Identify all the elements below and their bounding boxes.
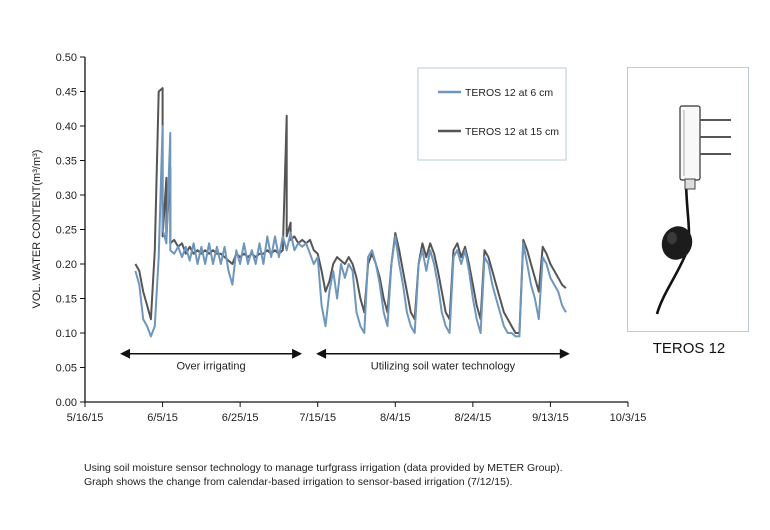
caption-line-1: Using soil moisture sensor technology to…	[84, 462, 563, 474]
y-tick-label: 0.30	[56, 190, 77, 202]
y-tick-label: 0.35	[56, 156, 77, 168]
y-tick-label: 0.40	[56, 121, 77, 133]
series-line-0	[134, 125, 567, 338]
annotation-label: Over irrigating	[177, 361, 246, 373]
x-tick-label: 5/16/15	[67, 412, 104, 424]
annotation-arrow-head-left	[120, 348, 131, 359]
annotation-arrow-head-right	[292, 348, 303, 359]
y-tick-label: 0.20	[56, 259, 77, 271]
legend-label-15cm: TEROS 12 at 15 cm	[465, 126, 559, 138]
sensor-image-panel	[627, 67, 749, 332]
figure-caption: Using soil moisture sensor technology to…	[84, 461, 744, 489]
annotation-arrow-head-right	[559, 348, 570, 359]
x-tick-label: 6/5/15	[147, 412, 178, 424]
legend: TEROS 12 at 6 cm TEROS 12 at 15 cm	[417, 67, 567, 161]
soil-moisture-sensor-icon	[655, 105, 731, 315]
annotation-arrow-head-left	[316, 348, 327, 359]
y-axis-label: VOL. WATER CONTENT(m³/m³)	[31, 150, 43, 309]
x-tick-label: 8/24/15	[455, 412, 492, 424]
y-tick-label: 0.00	[56, 397, 77, 409]
y-tick-label: 0.45	[56, 87, 77, 99]
x-tick-label: 7/15/15	[299, 412, 336, 424]
y-tick-label: 0.25	[56, 225, 77, 237]
legend-label-6cm: TEROS 12 at 6 cm	[465, 87, 553, 99]
y-tick-label: 0.50	[56, 52, 77, 64]
y-tick-label: 0.15	[56, 294, 77, 306]
series-line-1	[134, 87, 567, 334]
caption-line-2: Graph shows the change from calendar-bas…	[84, 476, 513, 488]
legend-box	[417, 67, 567, 161]
sensor-label: TEROS 12	[652, 340, 726, 357]
x-tick-label: 9/13/15	[532, 412, 569, 424]
x-tick-label: 8/4/15	[380, 412, 411, 424]
x-tick-label: 10/3/15	[610, 412, 647, 424]
water-content-chart: 0.00 0.05 0.10 0.15 0.20 0.25 0.30 0.35 0.40 0.45…	[31, 52, 647, 424]
x-tick-label: 6/25/15	[222, 412, 259, 424]
annotation-label: Utilizing soil water technology	[371, 361, 516, 373]
y-tick-label: 0.05	[56, 363, 77, 375]
y-tick-label: 0.10	[56, 328, 77, 340]
